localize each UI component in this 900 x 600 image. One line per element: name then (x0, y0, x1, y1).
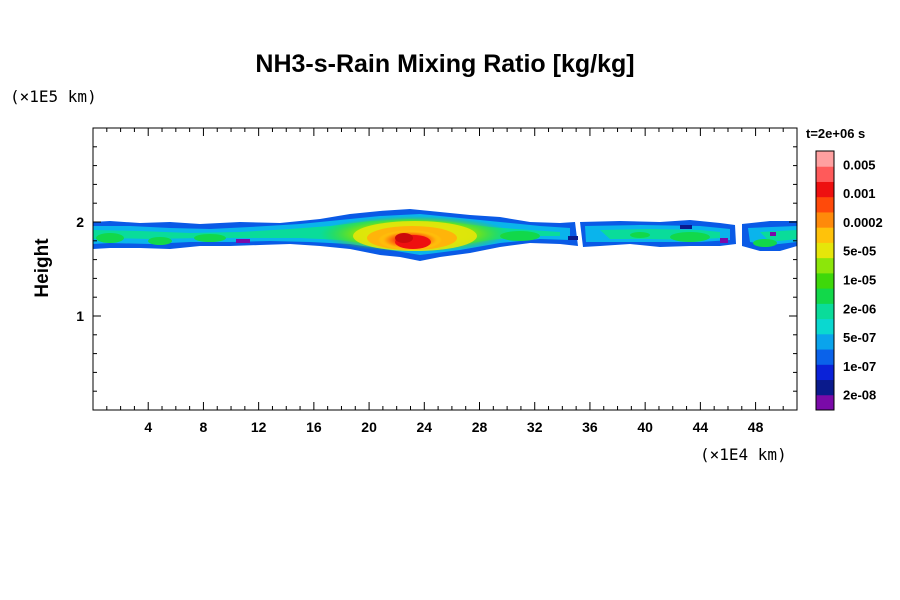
contour-green-patch (194, 234, 226, 242)
colorbar-label: 0.005 (843, 157, 876, 172)
colorbar-swatch (816, 227, 834, 243)
colorbar-swatch (816, 394, 834, 411)
x-tick-label: 28 (472, 419, 488, 435)
x-tick-label: 24 (417, 419, 433, 435)
contour-green-patch (670, 232, 710, 242)
contour-green-patch (753, 239, 777, 247)
contour-speck (770, 232, 776, 236)
time-label: t=2e+06 s (806, 126, 865, 141)
colorbar-swatch (816, 303, 834, 320)
colorbar-label: 1e-07 (843, 359, 876, 374)
colorbar-label: 5e-07 (843, 330, 876, 345)
colorbar-swatch (816, 166, 834, 182)
x-tick-label: 32 (527, 419, 543, 435)
y-tick-label: 1 (76, 308, 84, 324)
contour-green-patch (630, 232, 650, 238)
colorbar-swatch (816, 318, 834, 335)
y-tick-label: 2 (76, 214, 84, 230)
colorbar-swatch (816, 257, 834, 274)
contour-speck (720, 238, 728, 243)
x-tick-label: 44 (693, 419, 709, 435)
colorbar-swatch (816, 364, 834, 381)
x-tick-label: 48 (748, 419, 764, 435)
x-tick-label: 20 (361, 419, 377, 435)
colorbar-swatch (816, 288, 834, 304)
contour-speck (236, 239, 250, 243)
x-tick-label: 40 (637, 419, 653, 435)
colorbar-frame (815, 150, 835, 411)
colorbar-swatch (816, 333, 834, 350)
plot-frame (92, 127, 798, 411)
x-tick-label: 4 (144, 419, 152, 435)
colorbar-label: 2e-06 (843, 301, 876, 316)
colorbar-swatch (816, 242, 834, 259)
contour-red-core (395, 233, 413, 243)
contour-speck (568, 236, 578, 240)
colorbar: 0.005 0.001 0.0002 5e-05 1e-05 2e-06 5e-07 1e-0… (815, 150, 883, 411)
x-tick-label: 36 (582, 419, 598, 435)
contour-speck (680, 225, 692, 229)
x-tick-label: 8 (200, 419, 208, 435)
x-unit-label: (×1E4 km) (700, 445, 787, 464)
contour-green-patch (500, 231, 540, 241)
colorbar-label: 5e-05 (843, 244, 876, 259)
colorbar-label: 2e-08 (843, 388, 876, 403)
colorbar-swatch (816, 181, 834, 198)
contour-green-patch (96, 233, 124, 243)
colorbar-label: 0.0002 (843, 215, 883, 230)
x-tick-label: 12 (251, 419, 267, 435)
colorbar-label: 1e-05 (843, 273, 876, 288)
colorbar-swatch (816, 379, 834, 396)
x-tick-label: 16 (306, 419, 322, 435)
colorbar-swatch (816, 211, 834, 228)
colorbar-swatch (816, 196, 834, 213)
chart-title: NH3-s-Rain Mixing Ratio [kg/kg] (255, 50, 634, 78)
contour-field (93, 209, 797, 261)
y-unit-label: (×1E5 km) (10, 87, 97, 106)
colorbar-swatch (816, 349, 834, 365)
colorbar-swatch (816, 272, 834, 289)
y-axis-label: Height (32, 238, 53, 298)
contour-teal (760, 230, 797, 242)
contour-green-patch (148, 237, 172, 245)
colorbar-label: 0.001 (843, 186, 876, 201)
colorbar-swatch (816, 151, 834, 167)
